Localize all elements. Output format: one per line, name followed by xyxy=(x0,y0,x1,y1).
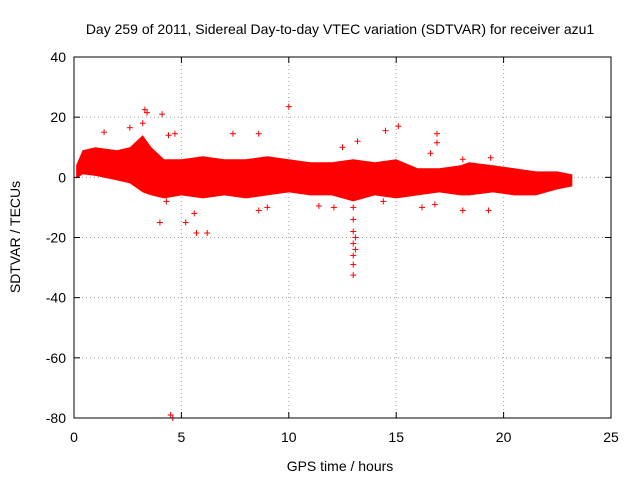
data-point xyxy=(485,207,492,214)
x-axis-label: GPS time / hours xyxy=(287,458,394,474)
data-point xyxy=(255,130,262,137)
data-point xyxy=(101,129,108,136)
data-point xyxy=(330,204,337,211)
data-point xyxy=(352,246,359,253)
x-tick-label: 15 xyxy=(388,429,404,445)
y-tick-label: -60 xyxy=(46,350,66,366)
data-point xyxy=(395,123,402,130)
data-point xyxy=(126,124,133,131)
data-point xyxy=(285,103,292,110)
data-point xyxy=(193,229,200,236)
data-point xyxy=(380,198,387,205)
axis-ticks: 0 5 10 15 20 25 -80 -60 -40 -20 0 20 40 xyxy=(46,49,619,445)
data-point xyxy=(141,106,148,113)
data-point xyxy=(264,204,271,211)
data-point xyxy=(382,127,389,134)
y-tick-label: 40 xyxy=(50,49,66,65)
data-point xyxy=(459,207,466,214)
data-point xyxy=(350,204,357,211)
x-tick-label: 10 xyxy=(281,429,297,445)
data-point xyxy=(350,240,357,247)
y-tick-label: -40 xyxy=(46,290,66,306)
y-tick-label: 20 xyxy=(50,109,66,125)
x-tick-label: 20 xyxy=(496,429,512,445)
y-tick-label: -20 xyxy=(46,230,66,246)
data-points xyxy=(101,103,494,421)
data-point xyxy=(427,150,434,157)
x-tick-label: 5 xyxy=(178,429,186,445)
grid xyxy=(74,57,611,418)
data-point xyxy=(459,156,466,163)
data-point xyxy=(339,144,346,151)
data-point xyxy=(354,138,361,145)
data-point xyxy=(350,261,357,268)
data-point xyxy=(431,201,438,208)
data-point xyxy=(182,219,189,226)
data-point xyxy=(352,234,359,241)
data-band-area xyxy=(76,135,573,202)
data-point xyxy=(144,109,151,116)
data-point xyxy=(255,207,262,214)
x-tick-label: 0 xyxy=(70,429,78,445)
data-point xyxy=(434,130,441,137)
data-point xyxy=(350,216,357,223)
data-point xyxy=(163,198,170,205)
data-point xyxy=(191,210,198,217)
data-point xyxy=(350,272,357,279)
y-axis-label: SDTVAR / TECUs xyxy=(7,181,23,293)
x-tick-label: 25 xyxy=(603,429,619,445)
data-point xyxy=(156,219,163,226)
data-point xyxy=(315,202,322,209)
data-point xyxy=(159,111,166,118)
data-point xyxy=(229,130,236,137)
data-point xyxy=(139,120,146,127)
data-point xyxy=(204,229,211,236)
data-point xyxy=(165,132,172,139)
y-tick-label: 0 xyxy=(58,169,66,185)
y-tick-label: -80 xyxy=(46,410,66,426)
data-point xyxy=(487,154,494,161)
data-band xyxy=(76,135,573,202)
data-point xyxy=(418,204,425,211)
data-point xyxy=(350,252,357,259)
data-point xyxy=(434,139,441,146)
chart-title: Day 259 of 2011, Sidereal Day-to-day VTE… xyxy=(86,21,595,37)
data-point xyxy=(350,228,357,235)
data-point xyxy=(167,411,174,418)
data-point xyxy=(171,130,178,137)
